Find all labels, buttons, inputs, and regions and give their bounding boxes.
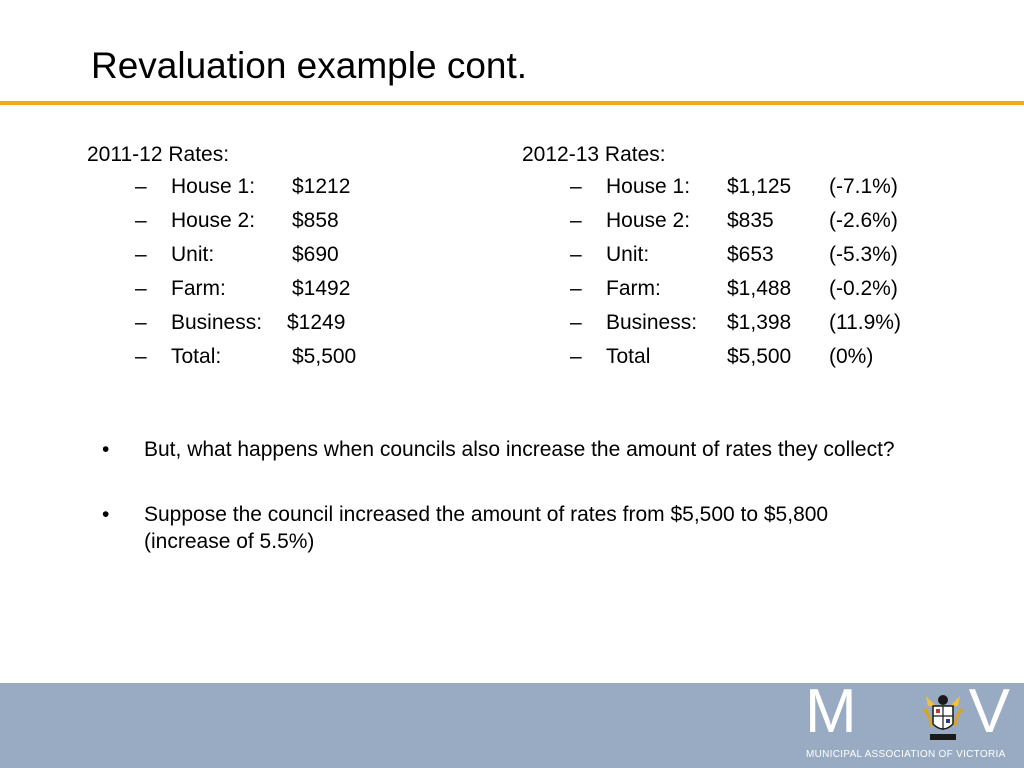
logo-subtitle: MUNICIPAL ASSOCIATION OF VICTORIA <box>806 749 1006 760</box>
rate-amount: $835 <box>727 209 774 232</box>
property-label: Business: <box>606 311 698 334</box>
rate-amount: $653 <box>727 243 774 266</box>
rate-change: (-2.6%) <box>829 209 898 232</box>
rate-row: – Total $5,500 (0%) <box>522 340 901 374</box>
rate-row: – Farm: $1,488 (-0.2%) <box>522 272 901 306</box>
property-label: Total <box>606 345 651 368</box>
rate-row: – House 2: $858 <box>87 204 356 238</box>
property-label: House 1: <box>171 175 256 198</box>
bullet-text: But, what happens when councils also inc… <box>144 438 895 461</box>
logo-letter-v: V <box>968 677 1013 746</box>
bullet-marker: • <box>102 503 110 526</box>
property-label: Business: <box>171 311 263 334</box>
footer-band <box>0 683 1024 768</box>
dash-marker: – <box>135 277 147 300</box>
rate-amount: $1212 <box>292 175 351 198</box>
rate-row: – House 1: $1212 <box>87 170 356 204</box>
bullet-text: Suppose the council increased the amount… <box>144 503 829 553</box>
rate-row: – Farm: $1492 <box>87 272 356 306</box>
rate-amount: $1249 <box>287 311 346 334</box>
list-item: • But, what happens when councils also i… <box>100 436 920 463</box>
rate-row: – Unit: $690 <box>87 238 356 272</box>
rate-change: (-7.1%) <box>829 175 898 198</box>
rate-amount: $5,500 <box>292 345 357 368</box>
rate-change: (0%) <box>829 345 874 368</box>
dash-marker: – <box>135 175 147 198</box>
property-label: Unit: <box>171 243 215 266</box>
logo-letter-m: M <box>805 677 859 746</box>
rate-row: – Total: $5,500 <box>87 340 356 374</box>
property-label: House 2: <box>606 209 691 232</box>
property-label: Farm: <box>171 277 226 300</box>
dash-marker: – <box>135 345 147 368</box>
property-label: Total: <box>171 345 222 368</box>
dash-marker: – <box>135 243 147 266</box>
rates-2011-12-heading: 2011-12 Rates: <box>87 143 230 166</box>
rate-amount: $1,125 <box>727 175 792 198</box>
crest-icon <box>922 695 964 740</box>
dash-marker: – <box>135 311 147 334</box>
rate-row: – House 1: $1,125 (-7.1%) <box>522 170 901 204</box>
dash-marker: – <box>570 311 582 334</box>
rate-change: (-0.2%) <box>829 277 898 300</box>
dash-marker: – <box>570 209 582 232</box>
dash-marker: – <box>570 175 582 198</box>
rates-2012-13-column: 2012-13 Rates: – House 1: $1,125 (-7.1%)… <box>522 139 901 374</box>
rate-amount: $1,488 <box>727 277 792 300</box>
rate-change: (-5.3%) <box>829 243 898 266</box>
dash-marker: – <box>570 345 582 368</box>
slide-title: Revaluation example cont. <box>91 45 528 86</box>
rate-amount: $858 <box>292 209 339 232</box>
list-item: • Suppose the council increased the amou… <box>100 501 920 555</box>
dash-marker: – <box>570 243 582 266</box>
rate-row: – Business: $1249 <box>87 306 356 340</box>
property-label: House 1: <box>606 175 691 198</box>
rate-amount: $1,398 <box>727 311 792 334</box>
property-label: Unit: <box>606 243 650 266</box>
rate-amount: $5,500 <box>727 345 792 368</box>
rate-change: (11.9%) <box>829 311 901 334</box>
bullet-list: • But, what happens when councils also i… <box>100 436 920 593</box>
rate-row: – Business: $1,398 (11.9%) <box>522 306 901 340</box>
rates-2011-12-column: 2011-12 Rates: – House 1: $1212 – House … <box>87 139 356 374</box>
title-divider <box>0 101 1024 105</box>
rate-amount: $690 <box>292 243 339 266</box>
rate-row: – Unit: $653 (-5.3%) <box>522 238 901 272</box>
bullet-marker: • <box>102 438 110 461</box>
rate-row: – House 2: $835 (-2.6%) <box>522 204 901 238</box>
property-label: Farm: <box>606 277 661 300</box>
property-label: House 2: <box>171 209 256 232</box>
rates-2012-13-heading: 2012-13 Rates: <box>522 143 666 166</box>
mav-logo: M A V <box>805 677 1013 746</box>
dash-marker: – <box>570 277 582 300</box>
rate-amount: $1492 <box>292 277 351 300</box>
dash-marker: – <box>135 209 147 232</box>
